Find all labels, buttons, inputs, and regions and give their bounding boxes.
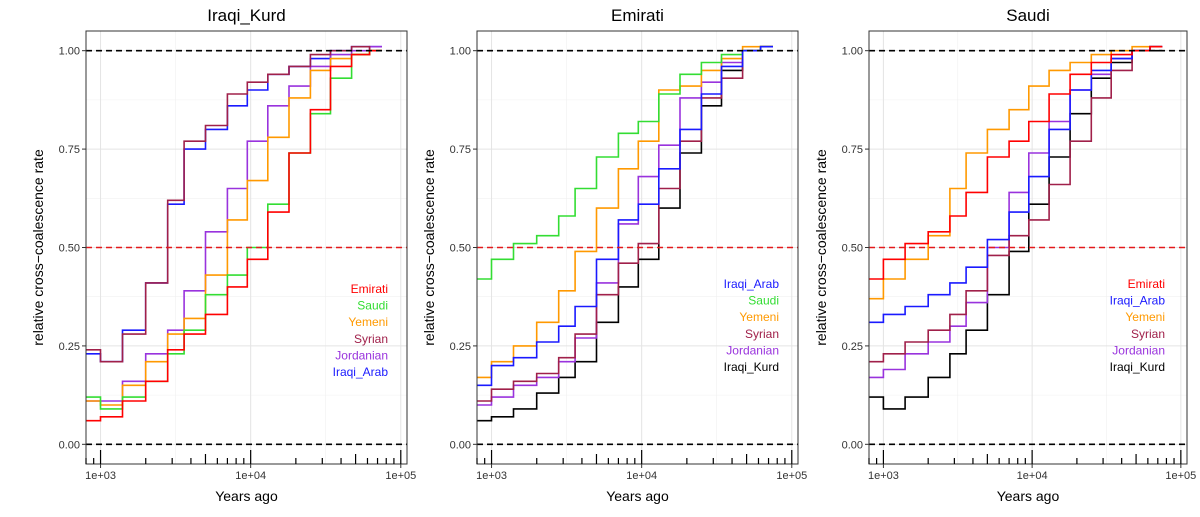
series-line-saudi <box>86 49 382 410</box>
chart-title: Iraqi_Kurd <box>207 6 285 25</box>
y-tick-label: 0.50 <box>59 243 80 255</box>
x-axis-label: Years ago <box>997 488 1060 504</box>
panel-0: 0.00 0.25 0.50 0.75 1.00 1e+03 1e+04 1e+05 Iraqi… <box>30 6 416 504</box>
legend-item-saudi: Saudi <box>357 299 388 313</box>
y-tick-label: 0.75 <box>450 144 471 156</box>
y-tick-label: 0.00 <box>450 439 471 451</box>
legend-item-syrian: Syrian <box>354 332 388 346</box>
x-axis-label: Years ago <box>606 488 669 504</box>
series-line-syrian <box>477 45 773 402</box>
panel-1: 0.00 0.25 0.50 0.75 1.00 1e+03 1e+04 1e+05 Emira… <box>421 6 807 504</box>
x-tick-label: 1e+03 <box>85 470 116 482</box>
legend-item-emirati: Emirati <box>1128 277 1165 291</box>
legend-item-iraqi-arab: Iraqi_Arab <box>1110 294 1166 308</box>
y-tick-label: 0.50 <box>450 243 471 255</box>
y-tick-label: 1.00 <box>450 46 471 58</box>
series-line-iraqi-arab <box>869 45 1163 324</box>
x-tick-label: 1e+05 <box>385 470 416 482</box>
x-tick-label: 1e+04 <box>1017 470 1048 482</box>
legend-item-jordanian: Jordanian <box>335 348 388 362</box>
y-axis-label: relative cross−coalescence rate <box>813 149 829 346</box>
y-tick-label: 0.00 <box>59 439 80 451</box>
legend-item-yemeni: Yemeni <box>739 310 779 324</box>
legend-item-iraqi-arab: Iraqi_Arab <box>333 365 389 379</box>
x-tick-label: 1e+04 <box>235 470 266 482</box>
chart-title: Emirati <box>611 6 664 25</box>
series-line-emirati <box>869 45 1163 280</box>
y-tick-label: 0.75 <box>59 144 80 156</box>
y-tick-label: 0.00 <box>842 439 863 451</box>
y-tick-label: 0.50 <box>842 243 863 255</box>
legend-item-yemeni: Yemeni <box>348 315 388 329</box>
x-tick-label: 1e+05 <box>776 470 807 482</box>
x-tick-label: 1e+05 <box>1165 470 1196 482</box>
chart-title: Saudi <box>1006 6 1049 25</box>
y-tick-label: 0.25 <box>842 341 863 353</box>
series-line-jordanian <box>477 45 773 406</box>
y-tick-label: 0.25 <box>59 341 80 353</box>
y-axis-label: relative cross−coalescence rate <box>421 149 437 346</box>
x-tick-label: 1e+04 <box>626 470 657 482</box>
series-line-syrian <box>86 45 382 363</box>
x-tick-label: 1e+03 <box>476 470 507 482</box>
y-tick-label: 1.00 <box>842 46 863 58</box>
series-line-yemeni <box>86 49 382 406</box>
series-line-syrian <box>869 45 1163 363</box>
y-tick-label: 0.25 <box>450 341 471 353</box>
series-line-saudi <box>477 45 773 280</box>
series-line-iraqi-kurd <box>477 45 773 422</box>
x-axis-label: Years ago <box>215 488 278 504</box>
series-line-emirati <box>86 49 382 422</box>
legend-item-saudi: Saudi <box>748 294 779 308</box>
panel-2: 0.00 0.25 0.50 0.75 1.00 1e+03 1e+04 1e+05 Saudi… <box>813 6 1196 504</box>
y-axis-label: relative cross−coalescence rate <box>30 149 46 346</box>
legend-item-syrian: Syrian <box>1131 327 1165 341</box>
y-tick-label: 1.00 <box>59 46 80 58</box>
legend-item-jordanian: Jordanian <box>1112 343 1165 357</box>
legend-item-iraqi-arab: Iraqi_Arab <box>724 277 780 291</box>
series-line-iraqi-arab <box>477 45 773 387</box>
y-tick-label: 0.75 <box>842 144 863 156</box>
series-line-yemeni <box>869 45 1163 300</box>
legend-item-iraqi-kurd: Iraqi_Kurd <box>1110 360 1165 374</box>
legend-item-emirati: Emirati <box>351 282 388 296</box>
legend-item-yemeni: Yemeni <box>1125 310 1165 324</box>
legend-item-jordanian: Jordanian <box>726 343 779 357</box>
legend-item-iraqi-kurd: Iraqi_Kurd <box>724 360 779 374</box>
legend-item-syrian: Syrian <box>745 327 779 341</box>
x-tick-label: 1e+03 <box>868 470 899 482</box>
